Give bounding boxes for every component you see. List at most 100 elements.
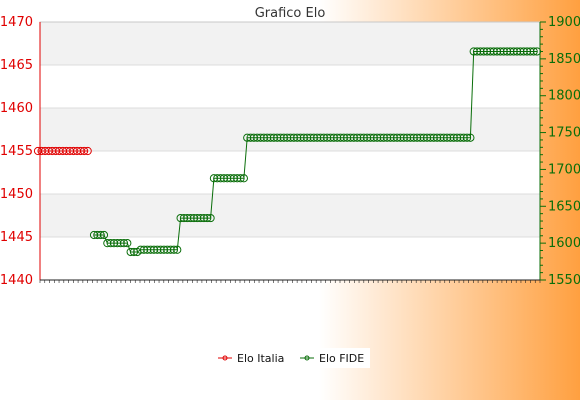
point-elo-fide (239, 174, 248, 183)
point-elo-fide (316, 133, 325, 142)
point-elo-fide (289, 133, 298, 142)
point-elo-fide (389, 133, 398, 142)
point-elo-fide (499, 47, 508, 56)
point-elo-fide (96, 230, 105, 240)
point-elo-fide (103, 239, 112, 248)
point-elo-fide (179, 213, 189, 223)
point-elo-fide (393, 133, 402, 142)
point-elo-fide (456, 133, 465, 142)
legend-marker-fide (304, 355, 310, 361)
point-elo-fide (149, 245, 159, 254)
point-elo-fide (482, 47, 492, 56)
left-tick-label: 1440 (0, 273, 33, 288)
point-elo-fide (126, 247, 135, 257)
point-elo-fide (246, 133, 255, 142)
point-elo-fide (169, 245, 179, 254)
point-elo-fide (206, 213, 215, 223)
plot-area (39, 21, 541, 281)
point-elo-fide (93, 230, 102, 240)
point-elo-fide (472, 47, 482, 56)
point-elo-fide (189, 213, 199, 223)
left-tick-label: 1445 (0, 230, 33, 245)
point-elo-fide (299, 133, 308, 142)
point-elo-fide (223, 174, 232, 183)
point-elo-fide (442, 133, 452, 142)
point-elo-fide (286, 133, 295, 142)
point-elo-fide (386, 133, 395, 142)
point-elo-fide (319, 133, 328, 142)
plot-band (40, 108, 540, 151)
right-tick-label: 1850 (548, 52, 580, 67)
point-elo-fide (509, 47, 518, 56)
point-elo-fide (113, 239, 122, 248)
point-elo-fide (522, 47, 532, 56)
point-elo-fide (446, 133, 455, 142)
point-elo-fide (359, 133, 368, 142)
point-elo-fide (462, 133, 472, 142)
point-elo-fide (379, 133, 388, 142)
point-elo-fide (89, 230, 99, 240)
point-elo-fide (259, 133, 268, 142)
legend-marker-italia (222, 355, 228, 361)
point-elo-fide (502, 47, 512, 56)
point-elo-fide (373, 133, 382, 142)
point-elo-fide (419, 133, 428, 142)
point-elo-fide (106, 239, 115, 248)
point-elo-fide (266, 133, 275, 142)
point-elo-fide (136, 245, 145, 254)
point-elo-fide (199, 213, 209, 223)
point-elo-fide (492, 47, 502, 56)
legend-item-fide: Elo FIDE (300, 352, 364, 365)
x-axis (39, 279, 541, 283)
point-elo-fide (119, 239, 129, 248)
point-elo-fide (123, 239, 132, 248)
legend-label-fide: Elo FIDE (319, 352, 364, 365)
point-elo-fide (336, 133, 345, 142)
point-elo-fide (363, 133, 372, 142)
point-elo-fide (369, 133, 378, 142)
point-elo-fide (376, 133, 385, 142)
point-elo-fide (229, 174, 238, 183)
point-elo-fide (233, 174, 242, 183)
right-tick-label: 1650 (548, 199, 580, 214)
point-elo-fide (303, 133, 312, 142)
point-elo-fide (166, 245, 175, 254)
point-elo-fide (466, 133, 475, 142)
right-tick-label: 1750 (548, 126, 580, 141)
point-elo-fide (283, 133, 292, 142)
right-tick-label: 1600 (548, 236, 580, 251)
point-elo-fide (209, 174, 219, 183)
right-tick-label: 1900 (548, 15, 580, 30)
point-elo-fide (506, 47, 515, 56)
point-elo-fide (256, 133, 265, 142)
point-elo-fide (396, 133, 405, 142)
point-elo-fide (109, 239, 119, 248)
point-elo-fide (339, 133, 348, 142)
left-tick-label: 1450 (0, 187, 33, 202)
plot-band (40, 194, 540, 237)
point-elo-fide (476, 47, 485, 56)
series-layer (33, 47, 542, 257)
point-elo-fide (526, 47, 535, 56)
point-elo-fide (216, 174, 225, 183)
point-elo-fide (519, 47, 528, 56)
point-elo-fide (439, 133, 448, 142)
point-elo-fide (406, 133, 415, 142)
point-elo-fide (293, 133, 302, 142)
point-elo-fide (343, 133, 352, 142)
chart-title: Grafico Elo (255, 6, 326, 21)
point-elo-fide (326, 133, 335, 142)
point-elo-fide (459, 133, 468, 142)
point-elo-fide (146, 245, 155, 254)
point-elo-fide (412, 133, 422, 142)
point-elo-fide (279, 133, 288, 142)
point-elo-fide (183, 213, 192, 223)
point-elo-fide (269, 133, 278, 142)
point-elo-fide (253, 133, 262, 142)
point-elo-italia (83, 146, 92, 156)
point-elo-fide (512, 47, 522, 56)
point-elo-fide (516, 47, 525, 56)
point-elo-fide (349, 133, 358, 142)
point-elo-fide (159, 245, 169, 254)
